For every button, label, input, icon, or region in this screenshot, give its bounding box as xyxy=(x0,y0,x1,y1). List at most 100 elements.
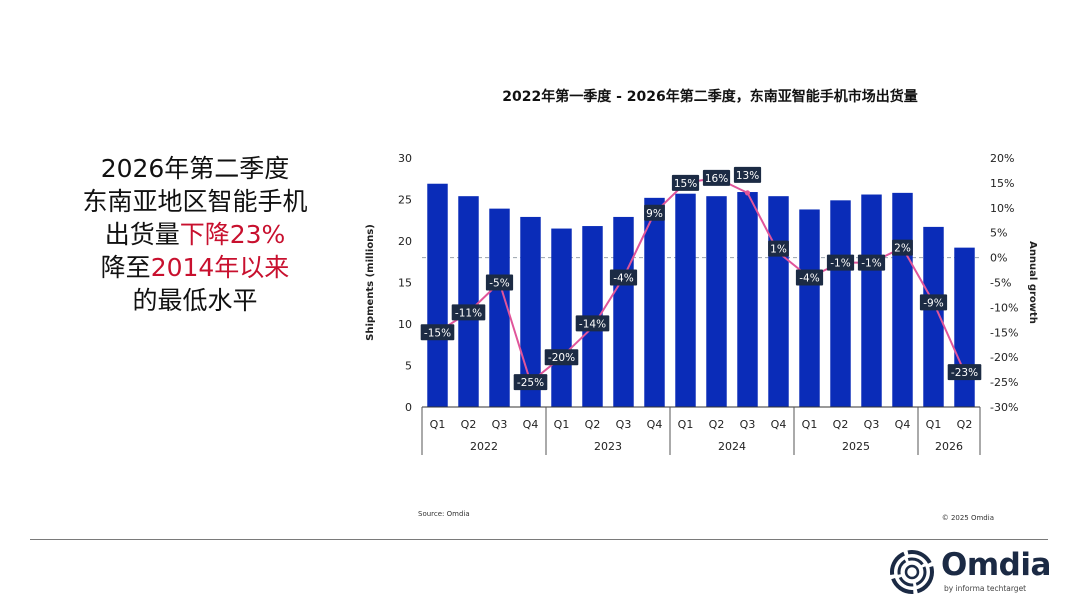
growth-label: -5% xyxy=(489,278,509,290)
shipment-bar xyxy=(954,247,975,407)
shipment-bar xyxy=(458,196,479,407)
growth-label: 15% xyxy=(674,178,697,190)
y-tick-label: 15 xyxy=(398,277,412,290)
year-group-label: 2022 xyxy=(470,440,498,453)
growth-label: -14% xyxy=(579,318,606,330)
chart-title: 2022年第一季度 - 2026年第二季度，东南亚智能手机市场出货量 xyxy=(502,88,918,105)
growth-label: -9% xyxy=(923,297,943,309)
growth-label-box xyxy=(544,349,579,366)
y2-tick-label: 10% xyxy=(990,202,1014,215)
x-tick-label: Q4 xyxy=(523,418,539,431)
shipment-bar xyxy=(892,192,913,407)
year-group-label: 2025 xyxy=(842,440,870,453)
growth-label-box xyxy=(733,166,762,183)
shipment-bar xyxy=(799,209,820,407)
growth-label-box xyxy=(485,274,514,291)
y-tick-label: 5 xyxy=(405,360,412,373)
shipment-bar xyxy=(768,196,789,407)
headline-line-1: 2026年第二季度 xyxy=(100,154,290,183)
growth-label: 16% xyxy=(705,173,728,185)
x-tick-label: Q2 xyxy=(833,418,849,431)
y-tick-label: 25 xyxy=(398,194,412,207)
x-tick-label: Q3 xyxy=(740,418,756,431)
shipment-bar xyxy=(520,216,541,407)
x-tick-label: Q1 xyxy=(926,418,942,431)
x-tick-label: Q1 xyxy=(802,418,818,431)
headline: 2026年第二季度 东南亚地区智能手机 出货量下降23% 降至2014年以来 的… xyxy=(30,152,360,317)
y2-tick-label: 20% xyxy=(990,152,1014,165)
x-tick-label: Q3 xyxy=(492,418,508,431)
y-axis-title: Shipments (millions) xyxy=(365,224,376,341)
headline-year-highlight: 2014年以来 xyxy=(150,253,290,282)
growth-label-box xyxy=(702,169,731,186)
omdia-tagline: by informa techtarget xyxy=(944,584,1027,593)
x-tick-label: Q2 xyxy=(709,418,725,431)
growth-label: -25% xyxy=(517,377,544,389)
x-tick-label: Q1 xyxy=(430,418,446,431)
y2-tick-label: 15% xyxy=(990,177,1014,190)
growth-label: 1% xyxy=(770,244,787,256)
y-tick-label: 30 xyxy=(398,152,412,165)
growth-label-box xyxy=(826,254,855,271)
x-tick-label: Q2 xyxy=(957,418,973,431)
year-group-label: 2026 xyxy=(935,440,963,453)
y-tick-label: 10 xyxy=(398,318,412,331)
headline-line-4: 降至2014年以来 xyxy=(30,251,360,284)
y2-tick-label: -30% xyxy=(990,401,1018,414)
shipment-bar xyxy=(923,226,944,407)
growth-point xyxy=(744,190,751,196)
growth-label-box xyxy=(919,294,948,311)
growth-label: -15% xyxy=(424,327,451,339)
growth-label-box xyxy=(795,269,824,286)
shipment-bar xyxy=(551,228,572,407)
y2-tick-label: -15% xyxy=(990,326,1018,339)
shipments-chart: 2022年第一季度 - 2026年第二季度，东南亚智能手机市场出货量 0 5 10 15… xyxy=(365,88,1038,522)
growth-label: 13% xyxy=(736,170,759,182)
x-tick-label: Q4 xyxy=(895,418,911,431)
growth-label: 2% xyxy=(894,243,911,255)
omdia-wordmark: Omdia xyxy=(941,547,1051,583)
headline-decline-highlight: 下降23% xyxy=(179,220,286,249)
x-tick-label: Q4 xyxy=(771,418,787,431)
growth-label-box xyxy=(513,374,548,391)
source-note: Source: Omdia xyxy=(418,510,470,518)
growth-label: -1% xyxy=(830,258,850,270)
y2-tick-label: 5% xyxy=(990,227,1007,240)
y2-axis-title: Annual growth xyxy=(1027,241,1038,324)
shipment-bar xyxy=(427,183,448,407)
shipment-bar xyxy=(737,192,758,407)
footer-divider xyxy=(30,539,1048,540)
growth-label-box xyxy=(671,174,700,191)
growth-label-box xyxy=(768,240,789,257)
omdia-logo-mark-icon xyxy=(890,550,934,594)
growth-label: 9% xyxy=(646,208,663,220)
y2-tick-label: -5% xyxy=(990,277,1011,290)
headline-line-4-text: 降至 xyxy=(100,253,151,282)
y2-tick-label: 0% xyxy=(990,252,1007,265)
shipment-bar xyxy=(644,197,665,407)
growth-label-box xyxy=(644,204,665,221)
shipment-bar xyxy=(489,208,510,407)
growth-label-box xyxy=(857,254,886,271)
growth-label-box xyxy=(575,315,610,332)
x-tick-label: Q1 xyxy=(554,418,570,431)
year-group-label: 2023 xyxy=(594,440,622,453)
growth-label: -23% xyxy=(951,367,978,379)
shipment-bar xyxy=(706,196,727,407)
x-tick-label: Q2 xyxy=(461,418,477,431)
y-tick-label: 20 xyxy=(398,235,412,248)
shipment-bar xyxy=(861,194,882,407)
shipment-bar xyxy=(613,216,634,407)
copyright-note: © 2025 Omdia xyxy=(942,514,994,522)
y2-tick-label: -10% xyxy=(990,301,1018,314)
x-tick-label: Q2 xyxy=(585,418,601,431)
x-tick-label: Q3 xyxy=(864,418,880,431)
growth-label-box xyxy=(420,324,455,341)
headline-line-3-text: 出货量 xyxy=(104,220,180,249)
growth-label: -20% xyxy=(548,352,575,364)
y2-tick-label: -25% xyxy=(990,376,1018,389)
shipment-bar xyxy=(675,193,696,407)
growth-line xyxy=(436,176,966,384)
growth-label-box xyxy=(892,239,913,256)
omdia-logo: Omdia by informa techtarget xyxy=(889,547,1059,597)
